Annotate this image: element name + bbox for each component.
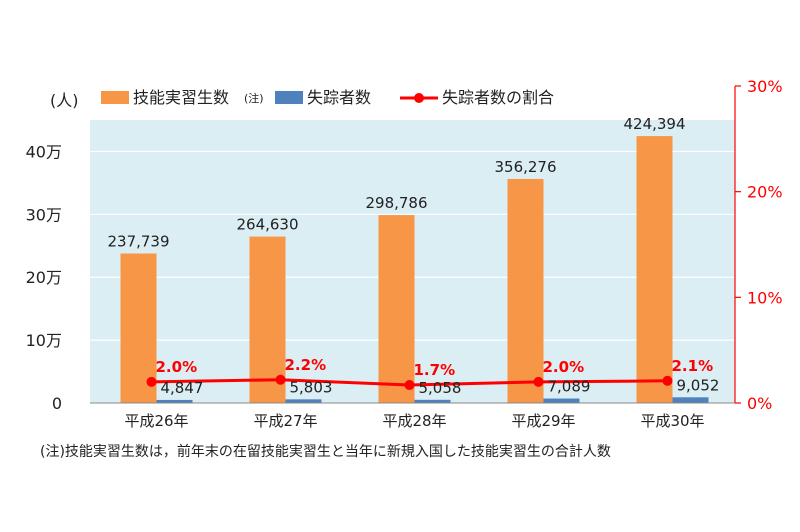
data-label-jisshusei: 264,630: [236, 216, 298, 234]
y2-tick-label: 20%: [747, 183, 783, 202]
x-tick-label: 平成28年: [382, 412, 446, 430]
bar-shissou: [156, 399, 193, 403]
rate-point: [533, 376, 544, 387]
rate-label: 2.0%: [156, 358, 198, 376]
data-label-jisshusei: 237,739: [107, 232, 169, 250]
data-label-shissou: 4,847: [161, 379, 204, 397]
rate-label: 1.7%: [414, 361, 456, 379]
y2-tick-label: 10%: [747, 288, 783, 307]
rate-point: [275, 374, 286, 385]
y-tick-label: 20万: [26, 268, 62, 287]
legend-label-jisshusei: 技能実習生数: [133, 88, 229, 107]
data-label-jisshusei: 298,786: [365, 194, 427, 212]
chart: 237,739 4,847 264,630 5,803 298,786 5,058 356,…: [26, 77, 783, 430]
y-axis-unit: (人): [50, 91, 79, 110]
bar-jisshusei: [636, 136, 673, 403]
rate-point: [662, 375, 673, 386]
y2-tick-label: 0%: [747, 394, 772, 413]
data-label-jisshusei: 356,276: [494, 158, 556, 176]
rate-label: 2.0%: [543, 358, 585, 376]
x-tick-label: 平成29年: [511, 412, 575, 430]
x-tick-label: 平成26年: [124, 412, 188, 430]
bar-shissou: [285, 399, 322, 403]
bar-jisshusei: [378, 215, 415, 403]
x-tick-label: 平成30年: [640, 412, 704, 430]
y-tick-label: 0: [52, 394, 62, 413]
data-label-shissou: 9,052: [677, 376, 720, 394]
rate-label: 2.2%: [285, 356, 327, 374]
bar-jisshusei: [507, 178, 544, 403]
rate-label: 2.1%: [672, 357, 714, 375]
y-tick-label: 10万: [26, 331, 62, 350]
legend-note: (注): [244, 91, 264, 105]
data-label-jisshusei: 424,394: [623, 115, 685, 133]
footnote: (注)技能実習生数は，前年末の在留技能実習生と当年に新規入国した技能実習生の合計…: [40, 444, 611, 460]
data-label-shissou: 5,803: [290, 378, 333, 396]
rate-point: [146, 376, 157, 387]
y-tick-label: 40万: [26, 142, 62, 161]
bar-shissou: [672, 397, 709, 403]
legend-label-shissou: 失踪者数: [307, 88, 371, 107]
data-label-shissou: 5,058: [419, 379, 462, 397]
legend-swatch-jisshusei: [101, 91, 129, 104]
y2-tick-label: 30%: [747, 77, 783, 96]
y-tick-label: 30万: [26, 205, 62, 224]
bar-shissou: [543, 398, 580, 403]
bar-shissou: [414, 399, 451, 403]
legend-marker-rate: [414, 93, 424, 103]
x-tick-label: 平成27年: [253, 412, 317, 430]
data-label-shissou: 7,089: [548, 378, 591, 396]
legend-swatch-shissou: [275, 91, 303, 104]
rate-point: [404, 380, 415, 391]
legend-label-rate: 失踪者数の割合: [442, 88, 554, 107]
